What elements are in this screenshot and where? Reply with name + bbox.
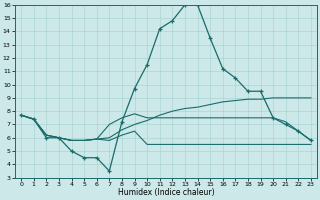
X-axis label: Humidex (Indice chaleur): Humidex (Indice chaleur) — [118, 188, 214, 197]
